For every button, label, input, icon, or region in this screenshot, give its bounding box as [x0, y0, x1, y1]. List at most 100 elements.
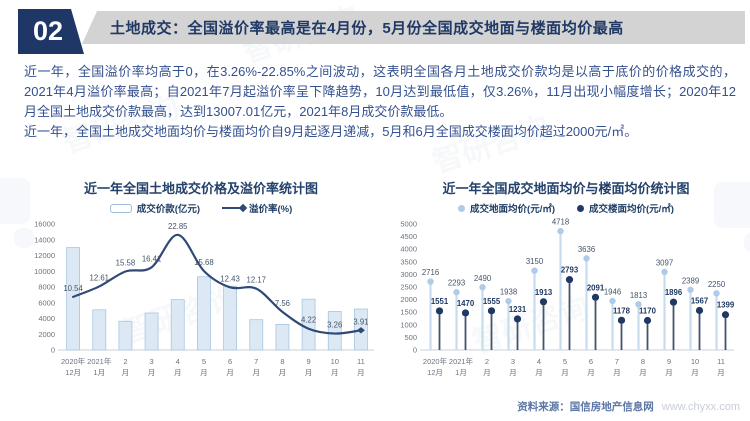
ground-price-label: 1946 — [604, 287, 621, 296]
y-axis-tick: 4000 — [38, 314, 55, 323]
data-source: 资料来源：国信房地产信息网 — [517, 401, 654, 413]
x-axis-label: 2021年 1月 — [87, 356, 112, 377]
bar — [327, 311, 342, 351]
floor-price-dot — [695, 306, 704, 315]
line-data-label: 3.26 — [327, 321, 342, 330]
y-axis-tick: 1500 — [400, 308, 417, 317]
floor-price-dot — [539, 298, 548, 306]
floor-price-dot — [591, 293, 600, 301]
bar — [170, 299, 185, 351]
dark-dot-legend-marker — [577, 204, 584, 212]
legend-item-line: 溢价率(%) — [222, 201, 292, 215]
floor-price-label: 2091 — [587, 283, 605, 292]
bar-line-chart: 0 2000 4000 6000 8000 10000 12000 14000 16000 202… — [34, 220, 374, 377]
x-axis-label: 11 月 — [357, 357, 365, 377]
chart-left-legend: 成交价款(亿元) 溢价率(%) — [22, 200, 380, 216]
ground-price-dot — [505, 297, 512, 305]
y-axis-tick: 4500 — [400, 232, 417, 241]
header: 02 土地成交：全国溢价率最高是在4月份，5月份全国成交地面与楼面均价最高 — [0, 0, 750, 58]
ground-price-label: 1938 — [500, 288, 517, 297]
line-data-label: 3.91 — [353, 317, 368, 326]
ground-price-dot — [583, 255, 590, 262]
section-title-bar: 土地成交：全国溢价率最高是在4月份，5月份全国成交地面与楼面均价最高 — [82, 11, 745, 44]
floor-price-label: 1170 — [639, 307, 657, 316]
paragraph-premium-rate: 近一年，全国溢价率均高于0，在3.26%-22.85%之间波动，这表明全国各月土… — [24, 64, 736, 119]
ground-price-label: 2250 — [708, 280, 726, 289]
ground-price-label: 3636 — [578, 245, 595, 254]
ground-price-label: 1813 — [630, 291, 647, 300]
floor-price-label: 1896 — [665, 288, 683, 297]
line-data-label: 4.22 — [301, 316, 316, 325]
bar — [223, 285, 237, 351]
ground-price-dot — [453, 289, 460, 296]
floor-price-label: 1567 — [691, 297, 708, 306]
legend-item-bar: 成交价款(亿元) — [109, 201, 201, 215]
floor-price-label: 1913 — [535, 288, 553, 297]
line-data-label: 10.54 — [63, 284, 83, 293]
floor-price-dot — [669, 298, 678, 306]
y-axis-tick: 10000 — [34, 267, 55, 276]
light-dot-legend-marker — [458, 204, 466, 212]
line-data-label: 22.85 — [168, 222, 188, 231]
bar — [249, 319, 264, 351]
y-axis-tick: 1000 — [400, 320, 417, 329]
chart-unit-price: 近一年全国成交地面均价与楼面均价统计图 成交地面均价(元/㎡) 成交楼面均价(元… — [392, 176, 740, 393]
legend-label: 成交价款(亿元) — [136, 204, 201, 215]
line-end-marker — [356, 327, 365, 334]
legend-label: 成交地面均价(元/㎡) — [470, 204, 555, 215]
x-axis-label: 10 月 — [691, 357, 699, 377]
x-axis-label: 2021年 1月 — [449, 356, 474, 377]
y-axis-tick: 0 — [51, 346, 55, 355]
charts-row: 近一年全国土地成交价格及溢价率统计图 成交价款(亿元) 溢价率(%) 0 2000… — [22, 176, 744, 393]
y-axis-tick: 3000 — [400, 270, 417, 279]
floor-price-dot — [435, 307, 444, 315]
line-data-label: 12.17 — [246, 276, 266, 285]
x-axis-label: 2020年 12月 — [423, 356, 448, 377]
y-axis-tick: 12000 — [34, 251, 55, 260]
bar — [275, 324, 290, 351]
floor-price-label: 1231 — [509, 305, 527, 314]
floor-price-dot — [617, 316, 626, 324]
ground-price-dot — [531, 267, 538, 274]
bar — [92, 309, 107, 351]
ground-price-dot — [687, 286, 694, 293]
floor-price-dot — [461, 309, 470, 317]
ground-price-label: 2490 — [474, 274, 492, 283]
lollipop-chart: 0 500 1000 1500 2000 2500 3000 3500 4000 4500 5000… — [400, 218, 735, 377]
y-axis-tick: 3500 — [400, 257, 417, 266]
ground-price-label: 3150 — [526, 257, 544, 266]
floor-price-label: 1399 — [717, 301, 735, 310]
ground-price-dot — [557, 227, 564, 235]
y-axis-tick: 6000 — [38, 298, 55, 307]
y-axis-tick: 14000 — [34, 235, 55, 244]
floor-price-dot — [513, 315, 522, 323]
ground-price-label: 3097 — [656, 258, 673, 267]
ground-price-dot — [713, 290, 720, 297]
ground-price-dot — [661, 268, 668, 276]
bar — [118, 320, 133, 351]
ground-price-dot — [609, 297, 616, 305]
y-axis-tick: 5000 — [400, 220, 417, 229]
line-legend-marker — [222, 203, 248, 212]
ground-price-label: 2716 — [422, 268, 439, 277]
section-number-box: 02 — [18, 9, 84, 54]
y-axis-tick: 500 — [404, 333, 417, 342]
chart-right-legend: 成交地面均价(元/㎡) 成交楼面均价(元/㎡) — [392, 200, 740, 216]
legend-label: 成交楼面均价(元/㎡) — [589, 204, 674, 215]
bar — [66, 247, 80, 351]
y-axis-tick: 0 — [413, 346, 417, 355]
floor-price-label: 1178 — [613, 306, 631, 315]
line-data-label: 15.68 — [194, 258, 214, 267]
line-data-label: 16.41 — [142, 254, 162, 263]
footer: 资料来源：国信房地产信息网 www.chyxx.com — [517, 399, 740, 414]
